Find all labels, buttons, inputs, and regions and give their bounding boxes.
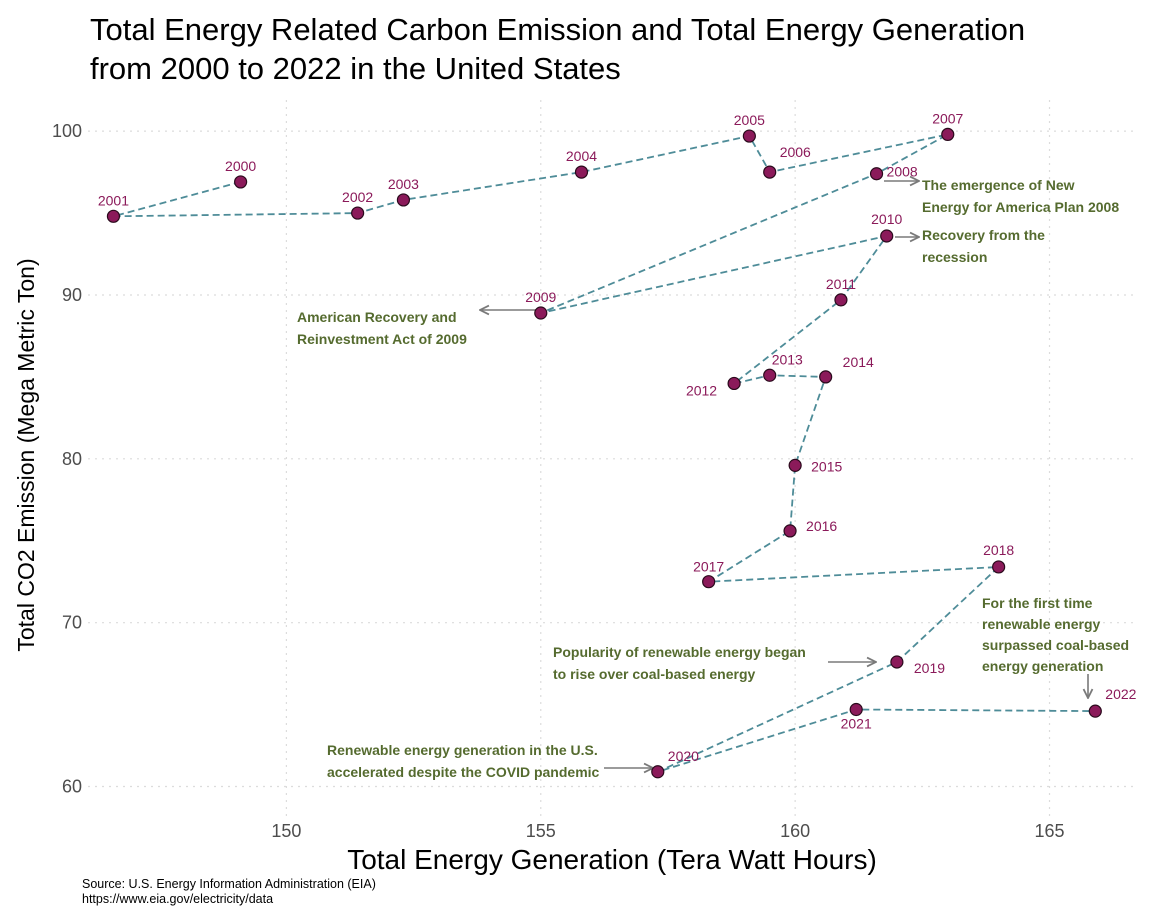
point-label-2022: 2022 [1105, 686, 1136, 702]
data-point-2015 [788, 458, 802, 472]
y-tick-label: 90 [62, 285, 82, 305]
data-point-2019 [890, 655, 904, 669]
x-tick-label: 160 [780, 821, 810, 841]
chart-title-line-1: Total Energy Related Carbon Emission and… [90, 12, 1025, 47]
annotation-5-line-0: Renewable energy generation in the U.S. [327, 742, 598, 758]
point-label-2003: 2003 [388, 176, 419, 192]
x-tick-labels: 150 155 160 165 [271, 821, 1064, 841]
y-tick-label: 100 [52, 121, 82, 141]
data-point-2011 [834, 293, 848, 307]
chart-title-line-2: from 2000 to 2022 in the United States [90, 51, 621, 86]
data-point-2002 [351, 206, 365, 220]
annotation-2-line-0: American Recovery and [297, 309, 457, 325]
point-labels: 2000 2001 2002 2003 2004 2005 2006 2007 2008 2009… [98, 110, 1137, 763]
data-point-2008 [869, 167, 884, 181]
point-label-2021: 2021 [841, 716, 872, 732]
point-label-2011: 2011 [826, 276, 856, 292]
data-point-2020 [651, 765, 665, 779]
annotation-1-line-0: Recovery from the [922, 227, 1045, 243]
y-axis-title: Total CO2 Emission (Mega Metric Ton) [13, 258, 39, 651]
annotation-3-line-1: to rise over coal-based energy [553, 666, 756, 682]
point-label-2012: 2012 [686, 382, 717, 398]
data-point-2017 [702, 575, 716, 589]
point-label-2008: 2008 [887, 164, 918, 180]
annotations: The emergence of New Energy for America P… [297, 177, 1129, 780]
point-label-2016: 2016 [806, 518, 837, 534]
data-point-2010 [880, 229, 894, 243]
point-label-2007: 2007 [932, 110, 963, 126]
point-label-2019: 2019 [914, 660, 945, 676]
data-point-2005 [742, 129, 756, 143]
annotation-2-line-1: Reinvestment Act of 2009 [297, 331, 467, 347]
point-label-2002: 2002 [342, 189, 373, 205]
annotation-4-line-3: energy generation [982, 658, 1103, 674]
data-point-2018 [992, 560, 1006, 574]
data-point-2022 [1088, 704, 1102, 718]
x-tick-label: 150 [271, 821, 301, 841]
data-point-2001 [106, 209, 121, 223]
data-point-2003 [396, 193, 411, 207]
point-label-2010: 2010 [871, 211, 902, 227]
annotation-3-line-0: Popularity of renewable energy began [553, 644, 806, 660]
y-tick-label: 60 [62, 777, 82, 797]
point-label-2001: 2001 [98, 192, 129, 208]
data-point-2009 [534, 306, 548, 320]
source-url: https://www.eia.gov/electricity/data [82, 892, 273, 906]
y-tick-label: 80 [62, 449, 82, 469]
x-tick-label: 165 [1034, 821, 1064, 841]
data-point-2007 [941, 127, 955, 142]
data-point-2016 [783, 524, 797, 538]
point-label-2020: 2020 [668, 748, 699, 764]
annotation-0-line-0: The emergence of New [922, 177, 1075, 193]
y-tick-labels: 60 70 80 90 100 [52, 121, 82, 796]
point-label-2015: 2015 [811, 458, 842, 474]
annotation-4-line-2: surpassed coal-based [982, 637, 1129, 653]
point-label-2004: 2004 [566, 148, 597, 164]
x-tick-label: 155 [526, 821, 556, 841]
data-point-2006 [763, 165, 777, 179]
point-label-2017: 2017 [693, 559, 724, 575]
point-label-2014: 2014 [843, 354, 874, 370]
annotation-5-line-1: accelerated despite the COVID pandemic [327, 764, 600, 780]
data-point-2012 [727, 376, 741, 391]
point-label-2005: 2005 [734, 112, 765, 128]
grid [88, 100, 1136, 816]
data-point-2014 [819, 370, 833, 384]
point-label-2000: 2000 [225, 158, 256, 174]
annotation-4-line-1: renewable energy [982, 616, 1100, 632]
points [106, 127, 1102, 779]
annotation-0-line-1: Energy for America Plan 2008 [922, 199, 1119, 215]
data-point-2013 [763, 368, 777, 382]
data-point-2021 [849, 702, 863, 717]
y-tick-label: 70 [62, 613, 82, 633]
annotation-1-line-1: recession [922, 249, 987, 265]
point-label-2009: 2009 [525, 289, 556, 305]
point-label-2018: 2018 [983, 542, 1014, 558]
point-label-2006: 2006 [780, 144, 811, 160]
data-point-2000 [234, 175, 248, 189]
x-axis-title: Total Energy Generation (Tera Watt Hours… [347, 844, 877, 875]
data-point-2004 [574, 165, 589, 179]
point-label-2013: 2013 [772, 351, 803, 367]
annotation-4-line-0: For the first time [982, 595, 1093, 611]
source-caption: Source: U.S. Energy Information Administ… [82, 877, 376, 891]
